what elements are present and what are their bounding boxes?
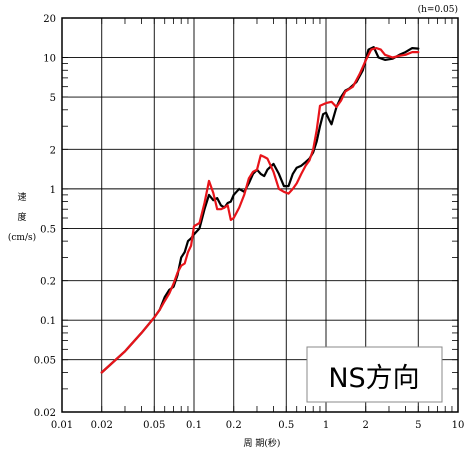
y-tick-label: 5 bbox=[50, 93, 56, 104]
y-tick-label: 0.2 bbox=[40, 277, 56, 288]
series-line-2 bbox=[100, 47, 420, 374]
y-tick-label: 1 bbox=[50, 185, 56, 196]
y-tick-label: 0.05 bbox=[34, 356, 56, 367]
series-group bbox=[100, 46, 420, 374]
x-tick-label: 0.5 bbox=[278, 420, 294, 431]
y-tick-label: 20 bbox=[43, 14, 56, 25]
y-label-char-2: 度 bbox=[17, 211, 26, 223]
y-tick-label: 2 bbox=[50, 145, 56, 156]
x-tick-label: 0.05 bbox=[143, 420, 165, 431]
x-tick-label: 0.01 bbox=[51, 420, 73, 431]
y-tick-label: 0.02 bbox=[34, 408, 56, 419]
y-tick-label: 10 bbox=[43, 54, 56, 65]
x-tick-label: 2 bbox=[363, 420, 369, 431]
x-tick-label: 5 bbox=[415, 420, 421, 431]
x-tick-label: 0.02 bbox=[91, 420, 113, 431]
y-tick-label: 0.1 bbox=[40, 316, 56, 327]
x-tick-label: 0.1 bbox=[186, 420, 202, 431]
y-tick-label: 0.5 bbox=[40, 224, 56, 235]
legend-label: NS方向 bbox=[328, 363, 419, 394]
y-label-char-1: 速 bbox=[17, 192, 26, 203]
x-tick-label: 1 bbox=[323, 420, 329, 431]
x-tick-label: 0.2 bbox=[226, 420, 242, 431]
y-label-unit: (cm/s) bbox=[8, 232, 36, 243]
x-tick-label: 10 bbox=[452, 420, 465, 431]
damping-note: (h=0.05) bbox=[418, 4, 458, 15]
tick-labels: 0.01 0.02 0.05 0.1 0.2 0.5 1 2 5 100.020.050.10.2… bbox=[34, 14, 465, 431]
legend-box: NS方向 bbox=[306, 346, 443, 403]
x-axis-label: 周 期(秒) bbox=[244, 437, 281, 449]
plot-frame bbox=[61, 17, 459, 413]
